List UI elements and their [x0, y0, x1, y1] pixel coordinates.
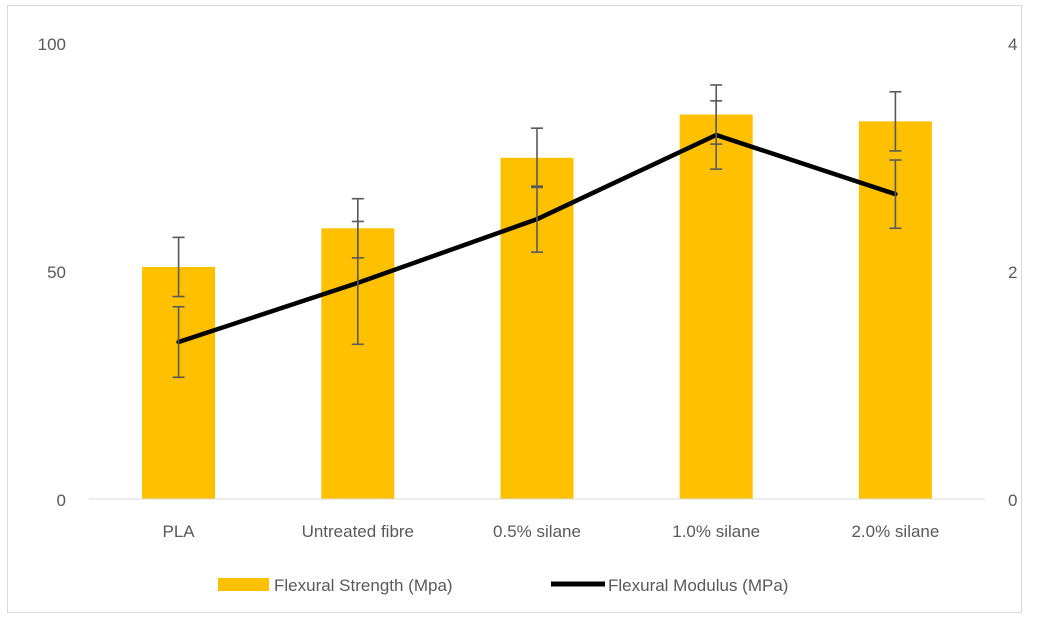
right-tick-label: 4 [1008, 35, 1017, 54]
legend: Flexural Strength (Mpa) Flexural Modulus… [218, 576, 788, 595]
right-axis: 4 2 0 [1008, 35, 1017, 510]
x-tick-label: PLA [163, 522, 196, 541]
legend-label-strength: Flexural Strength (Mpa) [274, 576, 453, 595]
x-tick-label: 1.0% silane [672, 522, 760, 541]
x-tick-label: Untreated fibre [302, 522, 414, 541]
right-tick-label: 0 [1008, 491, 1017, 510]
legend-swatch-strength [218, 578, 269, 591]
right-tick-label: 2 [1008, 263, 1017, 282]
left-tick-label: 0 [57, 491, 66, 510]
x-axis-labels: PLA Untreated fibre 0.5% silane 1.0% sil… [163, 522, 940, 541]
x-tick-label: 2.0% silane [851, 522, 939, 541]
x-tick-label: 0.5% silane [493, 522, 581, 541]
bar [142, 267, 215, 499]
legend-label-modulus: Flexural Modulus (MPa) [608, 576, 788, 595]
left-tick-label: 50 [47, 263, 66, 282]
bar [680, 115, 753, 499]
left-axis: 100 50 0 [38, 35, 66, 510]
left-tick-label: 100 [38, 35, 66, 54]
